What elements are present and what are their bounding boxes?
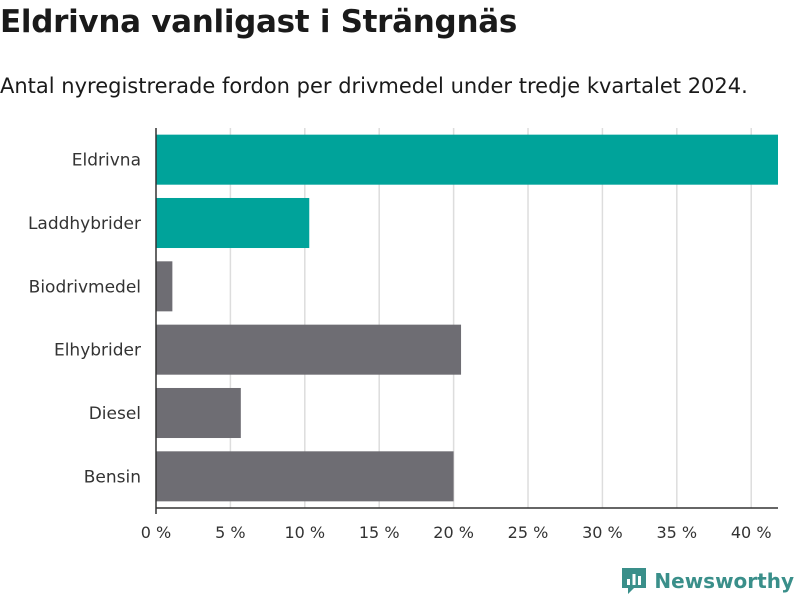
chart-subtitle: Antal nyregistrerade fordon per drivmede…: [0, 74, 748, 98]
brand-name: Newsworthy: [654, 569, 794, 593]
category-label: Elhybrider: [54, 341, 141, 361]
category-label: Diesel: [89, 404, 141, 424]
grid-lines: [229, 128, 752, 508]
bar: [156, 197, 310, 249]
x-tick-label: 25 %: [508, 523, 549, 542]
bars: [156, 134, 778, 502]
bar: [156, 324, 462, 375]
category-label: Biodrivmedel: [29, 277, 141, 297]
axes: [155, 128, 778, 514]
x-tick-label: 5 %: [215, 523, 245, 542]
bar: [156, 261, 173, 312]
brand-logo: Newsworthy: [620, 566, 794, 596]
x-tick-label: 30 %: [582, 523, 623, 542]
bar-chart: Eldrivna Laddhybrider Biodrivmedel Elhybrid…: [28, 128, 778, 542]
x-tick-label: 40 %: [731, 523, 772, 542]
x-tick-label: 35 %: [656, 523, 697, 542]
chart-title: Eldrivna vanligast i Strängnäs: [0, 4, 517, 40]
category-labels: Eldrivna Laddhybrider Biodrivmedel Elhybrid…: [28, 151, 141, 488]
bar: [156, 134, 778, 185]
category-label: Bensin: [84, 467, 141, 487]
category-label: Laddhybrider: [28, 214, 141, 234]
bar: [156, 387, 241, 439]
x-tick-label: 15 %: [359, 523, 400, 542]
x-tick-label: 0 %: [141, 523, 171, 542]
x-tick-label: 10 %: [284, 523, 325, 542]
tick-labels: 0 % 5 % 10 % 15 % 20 % 25 % 30 % 35 % 40 %: [141, 523, 772, 542]
category-label: Eldrivna: [72, 151, 141, 171]
newsworthy-logo-icon: [622, 568, 647, 594]
bar: [156, 451, 454, 502]
x-tick-label: 20 %: [433, 523, 474, 542]
